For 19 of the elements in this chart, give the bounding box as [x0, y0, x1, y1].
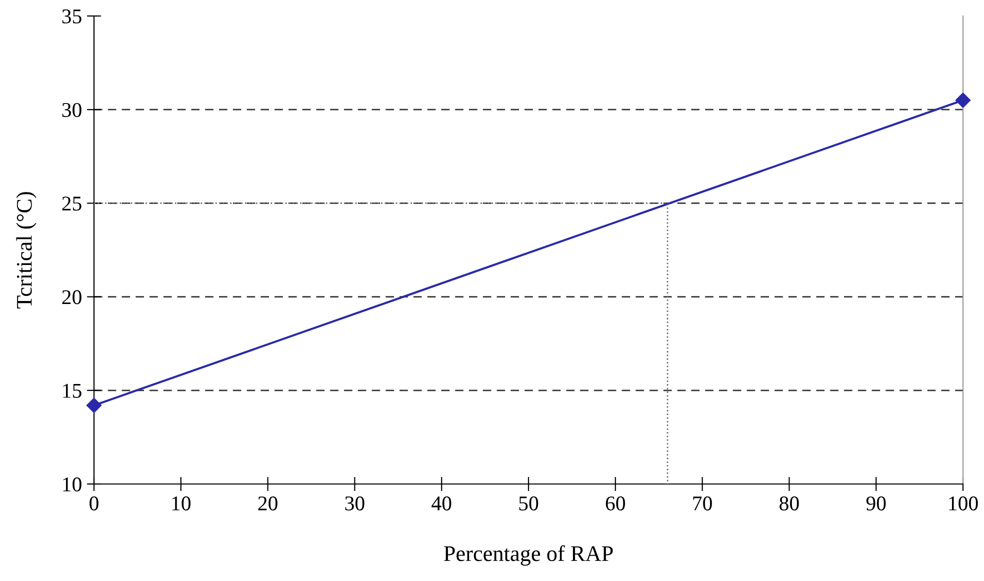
- y-tick-label: 15: [63, 384, 82, 398]
- x-tick-label: 90: [866, 496, 886, 510]
- x-axis-title: Percentage of RAP: [444, 545, 613, 566]
- x-tick-label: 80: [780, 496, 799, 510]
- x-tick-label: 10: [172, 496, 191, 510]
- x-tick-label: 50: [519, 496, 538, 510]
- y-tick-label: 25: [62, 196, 82, 211]
- y-axis-title: Tcritical (°C): [16, 192, 36, 308]
- x-tick-label: 40: [432, 496, 452, 510]
- x-tick-label: 70: [693, 496, 712, 510]
- y-tick-label: 30: [62, 102, 82, 118]
- y-tick-label: 35: [62, 9, 82, 24]
- x-tick-label: 0: [90, 496, 98, 510]
- x-tick-label: 30: [345, 496, 364, 510]
- x-tick-label: 20: [258, 496, 278, 510]
- x-tick-label: 60: [606, 496, 626, 510]
- y-tick-label: 20: [62, 290, 82, 304]
- x-tick-label: 100: [949, 496, 978, 510]
- y-tick-label: 10: [63, 477, 82, 492]
